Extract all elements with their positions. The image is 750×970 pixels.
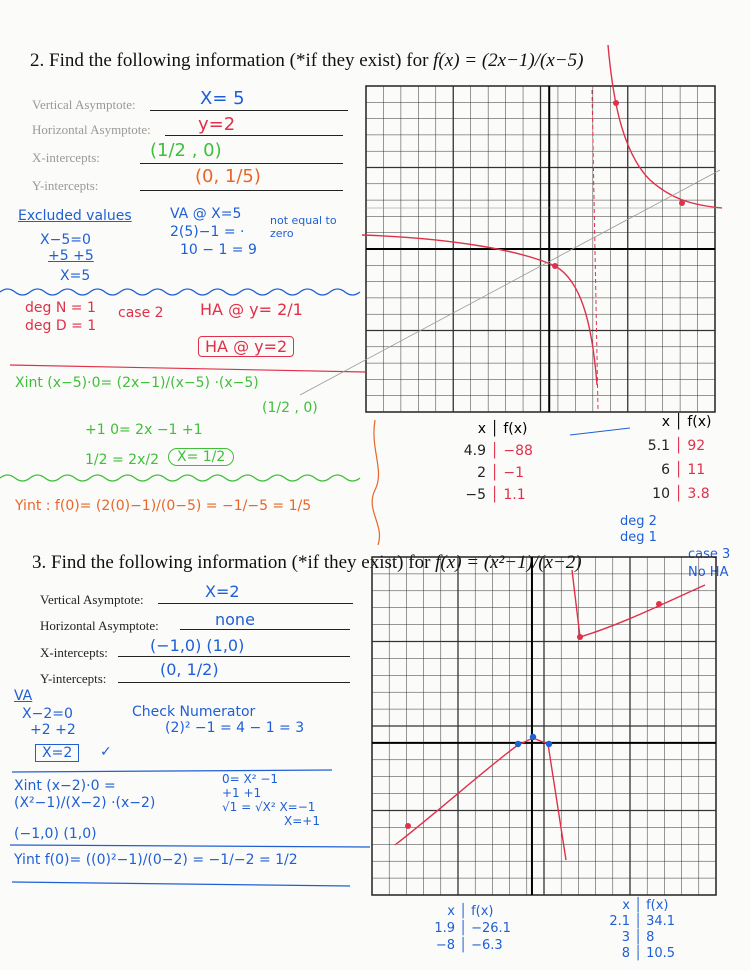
connector-line — [569, 427, 631, 436]
intercept-point — [514, 740, 522, 748]
work-line: +1 0= 2x −1 +1 — [85, 422, 203, 438]
xint-answer-3: (−1,0) (1,0) — [150, 636, 245, 655]
va-boxed: X=2 — [35, 744, 80, 762]
work-line: Yint : f(0)= (2(0)−1)/(0−5) = −1/−5 = 1/… — [15, 498, 312, 514]
work-line: +2 +2 — [30, 722, 76, 738]
plotted-point — [656, 601, 662, 607]
yint-answer-3: (0, 1/2) — [160, 660, 219, 679]
plotted-point — [405, 823, 411, 829]
problem2-heading: 2. Find the following information (*if t… — [30, 50, 584, 71]
work-line: Xint (x−5)·0= (2x−1)/(x−5) ·(x−5) — [15, 375, 259, 391]
work-line: 10 − 1 = 9 — [180, 242, 257, 258]
va-note: not equal to zero — [270, 214, 337, 240]
divider-line — [0, 474, 361, 482]
intercept-point — [529, 733, 537, 741]
table-right-3: x │ f(x) 2.1 │ 34.1 3 │ 8 8 │ 10.5 — [609, 898, 676, 961]
divider-line — [11, 881, 351, 887]
va-label-3: Vertical Asymptote: — [40, 592, 144, 607]
divider-line — [0, 288, 361, 296]
divider-line — [9, 844, 371, 848]
work-line: Yint f(0)= ((0)²−1)/(0−2) = −1/−2 = 1/2 — [14, 852, 298, 868]
work-line: (−1,0) (1,0) — [14, 826, 97, 842]
work-line: X−5=0 — [40, 232, 91, 248]
xint-label-3: X-intercepts: — [40, 645, 108, 660]
xint-result: X= 1/2 — [168, 448, 235, 466]
work-line: (2)² −1 = 4 − 1 = 3 — [165, 720, 305, 736]
work-line: Check Numerator — [132, 704, 256, 720]
va-label: Vertical Asymptote: — [32, 97, 136, 112]
intercept-point — [545, 740, 553, 748]
ha-answer-3: none — [215, 610, 255, 629]
plotted-point — [613, 100, 619, 106]
curve-right-branch — [607, 44, 723, 209]
divider-line — [9, 364, 366, 373]
work-line: +5 +5 — [48, 248, 94, 264]
case-note: case 2 — [118, 305, 164, 321]
xint-solve: 0= X² −1 +1 +1 √1 = √X² X=−1 X=+1 — [222, 772, 320, 828]
ha-label-3: Horizontal Asymptote: — [40, 618, 159, 633]
ha-answer: y=2 — [198, 114, 236, 135]
bracket-mark — [371, 419, 381, 546]
check-mark: ✓ — [100, 744, 112, 760]
divider-line — [11, 769, 333, 773]
work-line: X−2=0 — [22, 706, 73, 722]
work-line: deg D = 1 — [25, 318, 97, 334]
va-answer-3: X=2 — [205, 582, 240, 601]
ha-label: Horizontal Asymptote: — [32, 122, 151, 137]
table-left-3: x │ f(x) 1.9 │ −26.1 −8 │ −6.3 — [434, 904, 511, 953]
vertical-asymptote-line — [591, 89, 599, 411]
curve-left-branch — [361, 234, 598, 386]
plotted-point — [679, 200, 685, 206]
work-line: VA @ X=5 — [170, 206, 242, 222]
pencil-stray-line — [299, 169, 721, 396]
work-line: 2(5)−1 = · — [170, 224, 245, 240]
va-answer: X= 5 — [200, 88, 245, 109]
work-line: HA @ y= 2/1 — [200, 300, 303, 319]
curve-right-branch-3 — [571, 569, 706, 638]
work-line: (1/2 , 0) — [262, 400, 318, 416]
table-right-2: x │ f(x) 5.1 │ 92 6 │ 11 10 │ 3.8 — [647, 414, 712, 502]
excluded-title: Excluded values — [18, 208, 132, 224]
ha-boxed: HA @ y=2 — [198, 336, 295, 357]
xint-answer: (1/2 , 0) — [150, 140, 222, 161]
work-line: deg N = 1 — [25, 300, 96, 316]
yint-label-3: Y-intercepts: — [40, 671, 107, 686]
work-line: Xint (x−2)·0 = (X²−1)/(X−2) ·(x−2) — [14, 778, 156, 811]
degree-note: deg 2 deg 1 — [620, 514, 657, 545]
work-line: VA — [14, 688, 33, 704]
work-line: 1/2 = 2x/2 — [85, 452, 159, 468]
yint-answer: (0, 1/5) — [195, 166, 261, 187]
curve-left-branch-3 — [394, 737, 567, 861]
table-left-2: x │ f(x) 4.9 │ −88 2 │ −1 −5 │ 1.1 — [463, 421, 533, 503]
yint-label: Y-intercepts: — [32, 178, 99, 193]
xint-label: X-intercepts: — [32, 150, 100, 165]
work-line: X=5 — [60, 268, 91, 284]
plotted-point — [552, 263, 558, 269]
plotted-point — [577, 634, 583, 640]
